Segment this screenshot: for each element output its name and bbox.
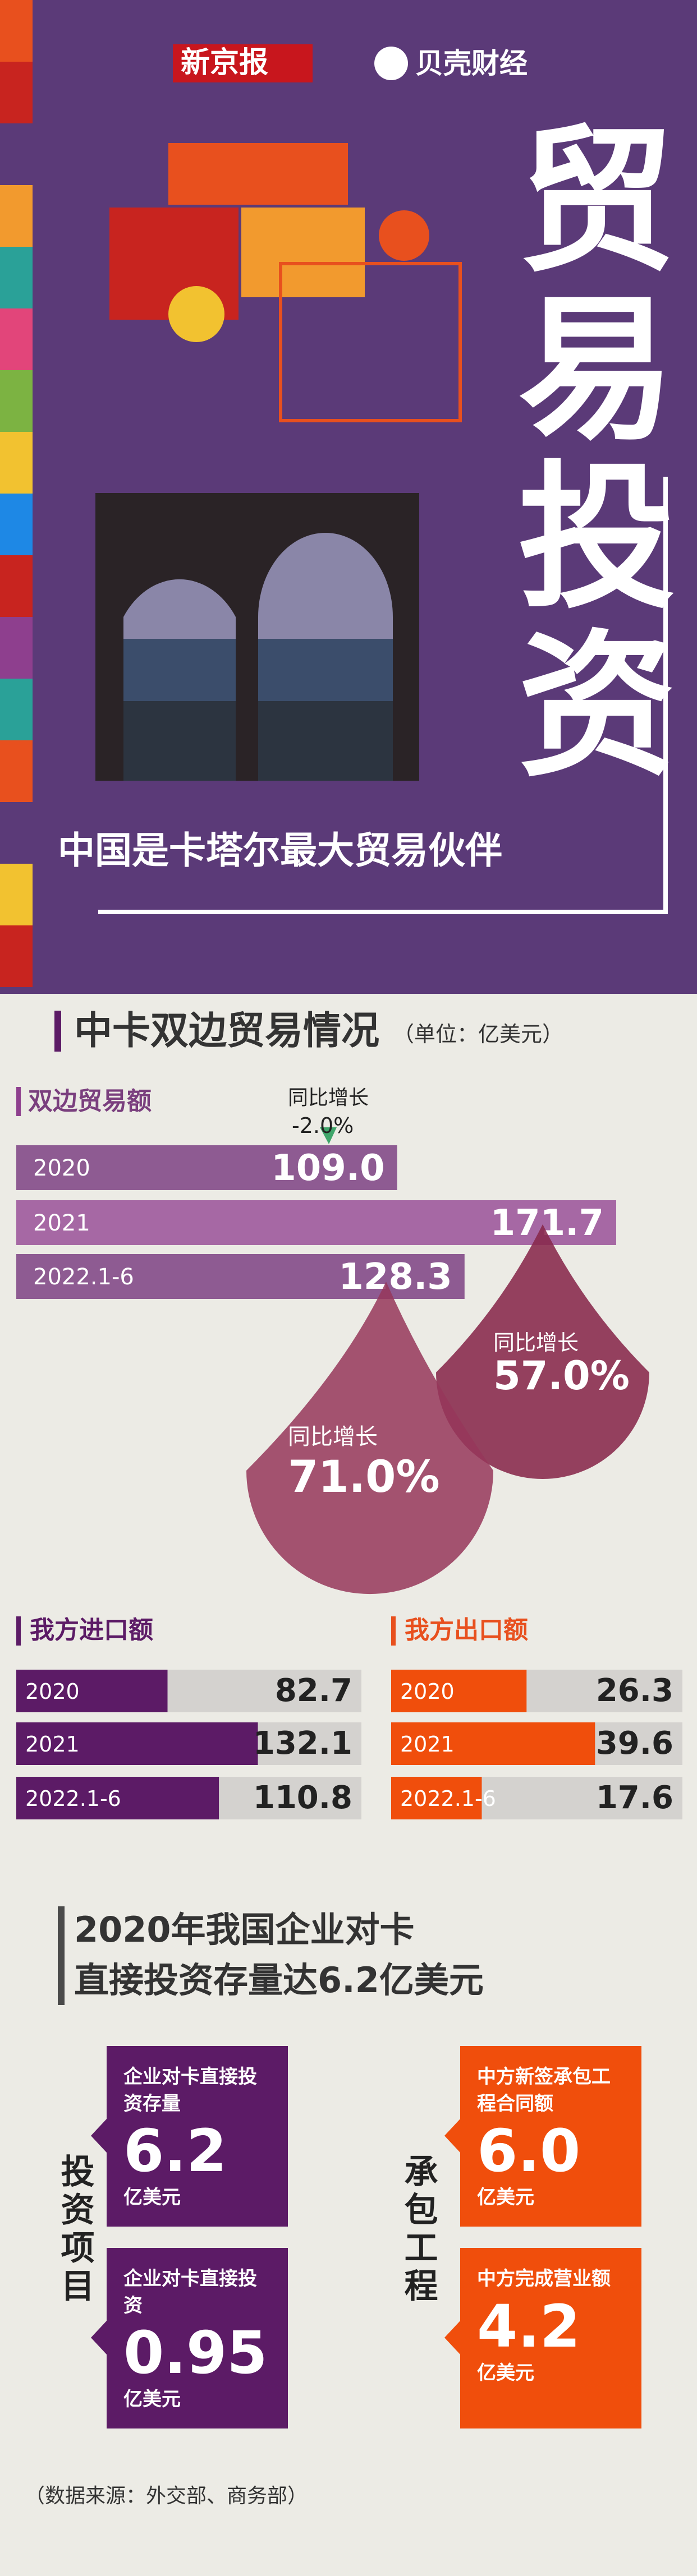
- drop: [246, 1282, 493, 1595]
- label: 双边贸易额: [28, 1087, 152, 1116]
- logo-text: 贝壳财经: [415, 47, 528, 80]
- bar-year: 2022.1-6: [400, 1786, 496, 1811]
- card-notch: [444, 2321, 460, 2354]
- strip-block: [0, 432, 33, 494]
- strip-block: [0, 555, 33, 617]
- decor: [279, 262, 462, 422]
- card: 企业对卡直接投资 0.95 亿美元: [107, 2248, 288, 2428]
- strip-block: [0, 617, 33, 679]
- bar-year: 2020: [400, 1679, 455, 1704]
- logo-box: [173, 44, 313, 82]
- label-bar: [16, 1087, 21, 1116]
- card-label: 企业对卡直接投资存量: [123, 2066, 257, 2115]
- bar-value: 17.6: [596, 1780, 673, 1816]
- strip-block: [0, 0, 33, 62]
- arches: [95, 493, 419, 781]
- card: 中方新签承包工程合同额 6.0 亿美元: [460, 2046, 641, 2227]
- bar-value: 39.6: [596, 1725, 673, 1762]
- card-label: 中方新签承包工程合同额: [477, 2066, 611, 2115]
- title-bar: [58, 1906, 65, 2005]
- strip-block: [0, 802, 33, 864]
- decor: [168, 143, 348, 205]
- decor: [168, 286, 224, 342]
- unit: （单位：亿美元）: [393, 1022, 564, 1047]
- card: 中方完成营业额 4.2 亿美元: [460, 2248, 641, 2428]
- section-title: 中卡双边贸易情况: [74, 1009, 380, 1053]
- bar-year: 2022.1-6: [25, 1786, 121, 1811]
- card-notch: [91, 2321, 107, 2354]
- bar-value: 109.0: [271, 1148, 384, 1189]
- label-bar: [391, 1616, 396, 1646]
- bar: [16, 1200, 617, 1245]
- bar-year: 2022.1-6: [33, 1264, 134, 1290]
- strip-block: [0, 494, 33, 555]
- subtitle: 中国是卡塔尔最大贸易伙伴: [58, 829, 502, 872]
- growth-label: 同比增长: [288, 1424, 378, 1450]
- bar-value: 132.1: [253, 1725, 352, 1762]
- bar: [16, 1777, 219, 1819]
- card-unit: 亿美元: [477, 2186, 534, 2209]
- strip-block: [0, 864, 33, 925]
- bar-year: 2021: [25, 1732, 80, 1757]
- drop: [436, 1224, 649, 1479]
- bar: [391, 1777, 482, 1819]
- card: 企业对卡直接投资存量 6.2 亿美元: [107, 2046, 288, 2227]
- logo-text: 新京报: [181, 45, 269, 80]
- group-label: 承包工程: [398, 2154, 438, 2306]
- bar-year: 2020: [33, 1155, 90, 1181]
- bar: [391, 1670, 527, 1712]
- card-notch: [444, 2119, 460, 2153]
- bar: [16, 1145, 397, 1190]
- section-title: 直接投资存量达6.2亿美元: [74, 1960, 484, 2001]
- bar: [391, 1722, 595, 1765]
- label: 我方进口额: [30, 1616, 153, 1644]
- growth-label: 同比增长: [288, 1086, 369, 1109]
- strip-block: [0, 185, 33, 247]
- bar-year: 2021: [400, 1732, 455, 1757]
- bar-year: 2021: [33, 1210, 90, 1236]
- card-value: 0.95: [123, 2319, 268, 2388]
- decor: [241, 208, 365, 297]
- bar-value: 26.3: [596, 1672, 673, 1709]
- card-unit: 亿美元: [477, 2361, 534, 2384]
- strip-block: [0, 123, 33, 185]
- strip-block: [0, 740, 33, 802]
- drop-marker: [320, 1127, 337, 1144]
- strip-block: [0, 62, 33, 123]
- card-label: 企业对卡直接投资: [123, 2268, 257, 2317]
- bar: [16, 1722, 258, 1765]
- group-label: 投资项目: [55, 2154, 94, 2306]
- strip-block: [0, 679, 33, 740]
- bar-value: 110.8: [253, 1780, 352, 1816]
- card-notch: [91, 2119, 107, 2153]
- strip-block: [0, 925, 33, 987]
- decor: [379, 210, 429, 261]
- card-unit: 亿美元: [123, 2388, 181, 2411]
- strip-block: [0, 247, 33, 308]
- bar-year: 2020: [25, 1679, 80, 1704]
- card-unit: 亿美元: [123, 2186, 181, 2209]
- source: （数据来源：外交部、商务部）: [25, 2485, 308, 2508]
- label: 我方出口额: [405, 1616, 528, 1644]
- bar: [16, 1670, 168, 1712]
- main-title: 贸易投资: [490, 118, 673, 791]
- logo-icon: [374, 47, 408, 80]
- growth-value: 57.0%: [493, 1353, 630, 1399]
- growth-value: -2.0%: [292, 1113, 354, 1138]
- growth-label: 同比增长: [493, 1330, 579, 1355]
- strip-block: [0, 370, 33, 432]
- card-value: 4.2: [477, 2292, 581, 2361]
- bar-value: 82.7: [275, 1672, 352, 1709]
- card-value: 6.0: [477, 2117, 581, 2186]
- bar-value: 128.3: [338, 1256, 452, 1298]
- section-title: 2020年我国企业对卡: [74, 1909, 415, 1950]
- card-label: 中方完成营业额: [477, 2268, 611, 2290]
- title-bar: [54, 1011, 61, 1052]
- card-value: 6.2: [123, 2117, 227, 2186]
- growth-value: 71.0%: [288, 1452, 440, 1503]
- label-bar: [16, 1616, 21, 1646]
- strip-block: [0, 308, 33, 370]
